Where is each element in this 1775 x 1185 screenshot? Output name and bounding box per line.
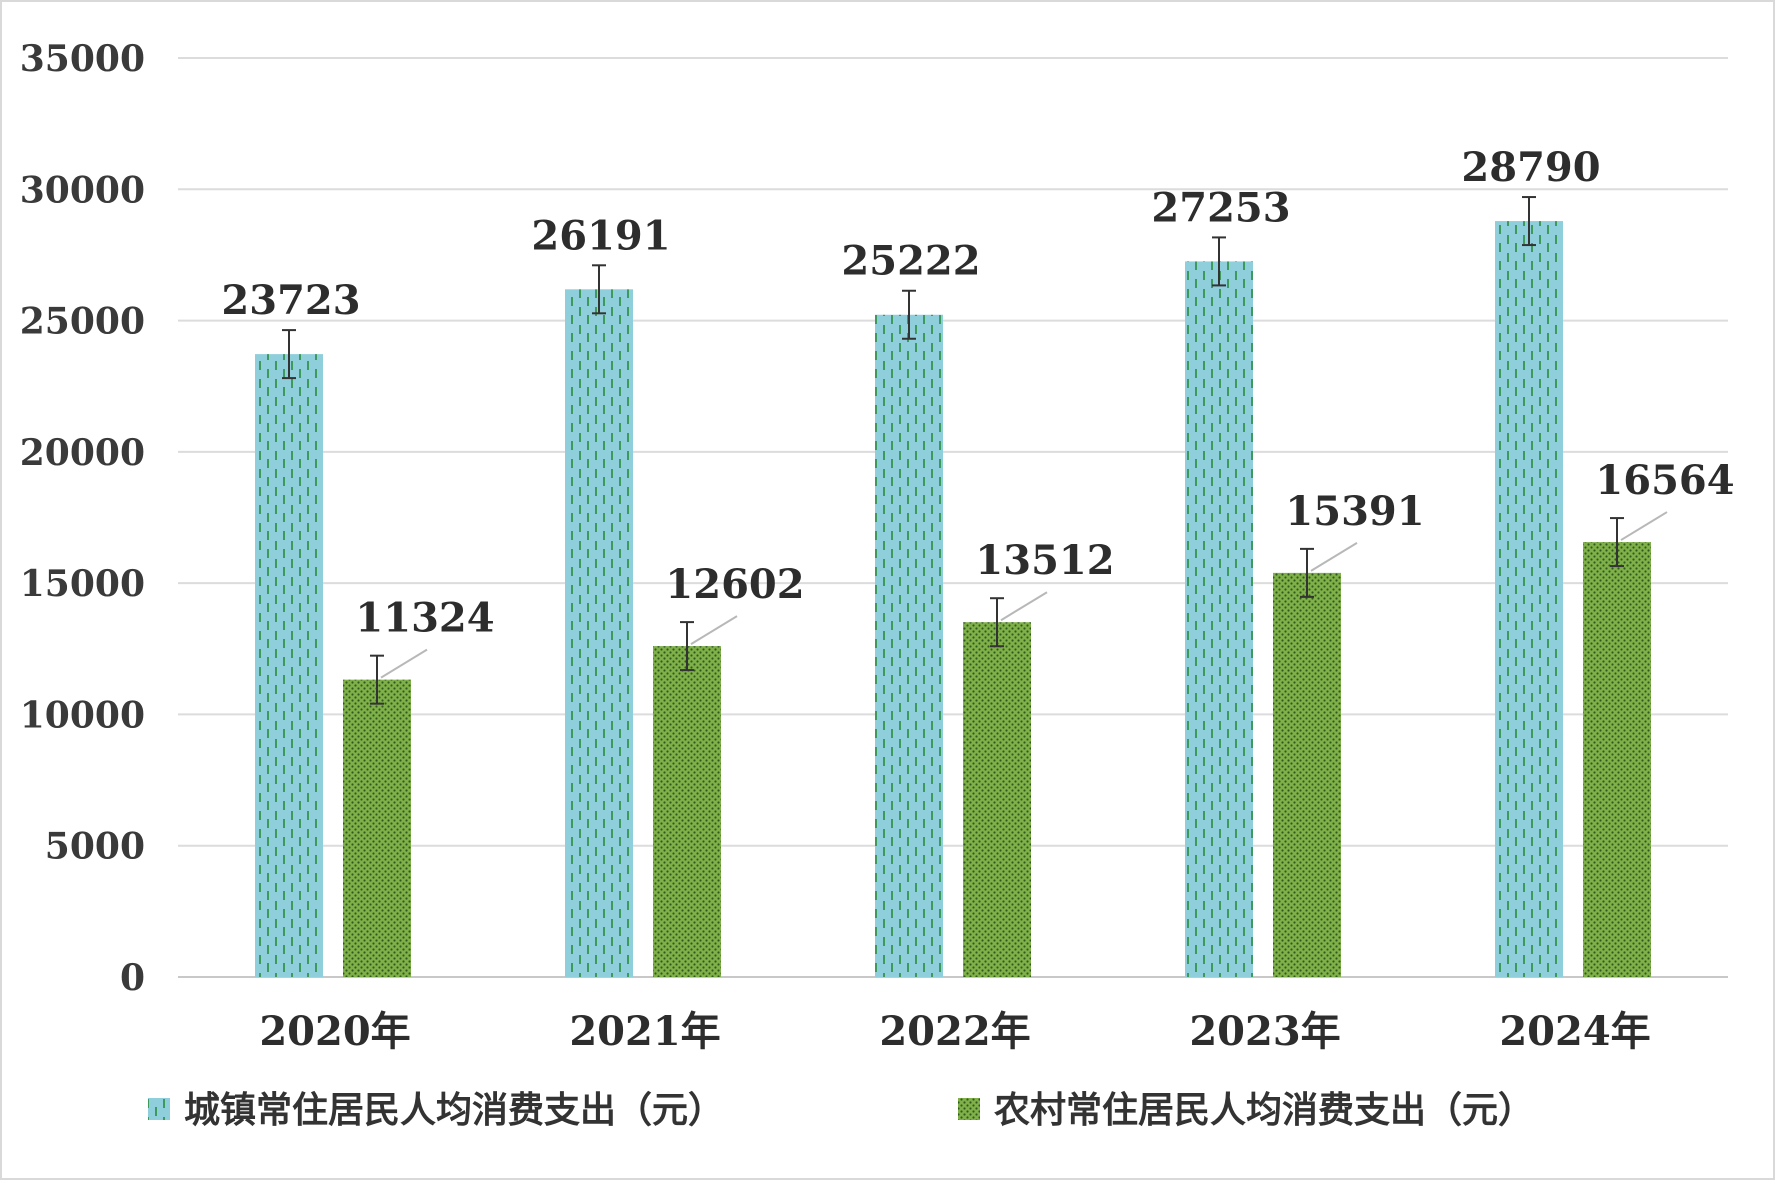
- error-bar: [1300, 547, 1314, 598]
- data-label: 11324: [355, 595, 494, 642]
- error-bar: [282, 329, 296, 380]
- error-bar: [370, 654, 384, 705]
- error-bar: [990, 597, 1004, 648]
- y-tick-label: 25000: [20, 301, 145, 343]
- data-label: 12602: [665, 561, 804, 608]
- y-tick-label: 35000: [20, 38, 145, 80]
- x-tick-label: 2023年: [1189, 1008, 1340, 1055]
- data-labels: 23723 11324 26191 12602 25222 13512 27253 15391…: [221, 144, 1735, 679]
- x-tick-label: 2020年: [259, 1008, 410, 1055]
- data-label: 26191: [531, 212, 670, 259]
- legend-swatch: [958, 1098, 980, 1120]
- label-leader-line: [690, 615, 738, 645]
- legend-label: 农村常住居民人均消费支出（元）: [994, 1089, 1534, 1131]
- urban-bar: [255, 354, 323, 977]
- legend: 城镇常住居民人均消费支出（元） 农村常住居民人均消费支出（元）: [148, 1089, 1534, 1131]
- error-bar: [592, 264, 606, 315]
- y-tick-label: 20000: [20, 432, 145, 474]
- error-bar: [680, 621, 694, 672]
- error-bar: [902, 289, 916, 340]
- x-tick-label: 2022年: [879, 1008, 1030, 1055]
- rural-bar: [963, 622, 1031, 977]
- data-label: 28790: [1461, 144, 1600, 191]
- label-leader-line: [380, 648, 428, 679]
- label-leader-line: [1620, 511, 1668, 541]
- label-leader-line: [1000, 591, 1048, 622]
- legend-item: 城镇常住居民人均消费支出（元）: [148, 1089, 724, 1131]
- legend-label: 城镇常住居民人均消费支出（元）: [184, 1089, 724, 1131]
- y-axis-ticks: 0 5000 10000 15000 20000 25000 30000 35000: [20, 38, 145, 999]
- y-tick-label: 0: [120, 957, 145, 999]
- y-tick-label: 5000: [45, 826, 145, 868]
- x-axis-labels: 2020年 2021年 2022年 2023年 2024年: [259, 1008, 1650, 1055]
- error-bar: [1212, 236, 1226, 287]
- x-tick-label: 2021年: [569, 1008, 720, 1055]
- error-bar: [1610, 517, 1624, 568]
- data-label: 16564: [1595, 457, 1734, 504]
- legend-swatch: [148, 1098, 170, 1120]
- y-tick-label: 30000: [20, 169, 145, 211]
- urban-bar: [1185, 261, 1253, 978]
- y-tick-label: 15000: [20, 563, 145, 605]
- label-leader-line: [1310, 542, 1358, 572]
- legend-item: 农村常住居民人均消费支出（元）: [958, 1089, 1534, 1131]
- data-label: 25222: [841, 238, 980, 285]
- rural-bar: [1273, 572, 1341, 977]
- bars: [255, 221, 1651, 978]
- error-bars: [282, 196, 1624, 705]
- error-bar: [1522, 196, 1536, 247]
- rural-bar: [653, 646, 721, 977]
- data-label: 23723: [221, 277, 360, 324]
- data-label: 27253: [1151, 184, 1290, 231]
- data-label: 15391: [1285, 488, 1424, 535]
- gridlines: [178, 57, 1728, 978]
- urban-bar: [1495, 221, 1563, 977]
- rural-bar: [343, 679, 411, 977]
- y-tick-label: 10000: [20, 694, 145, 736]
- urban-bar: [875, 314, 943, 978]
- x-tick-label: 2024年: [1499, 1008, 1650, 1055]
- rural-bar: [1583, 542, 1651, 977]
- data-label: 13512: [975, 537, 1114, 584]
- urban-bar: [565, 289, 633, 977]
